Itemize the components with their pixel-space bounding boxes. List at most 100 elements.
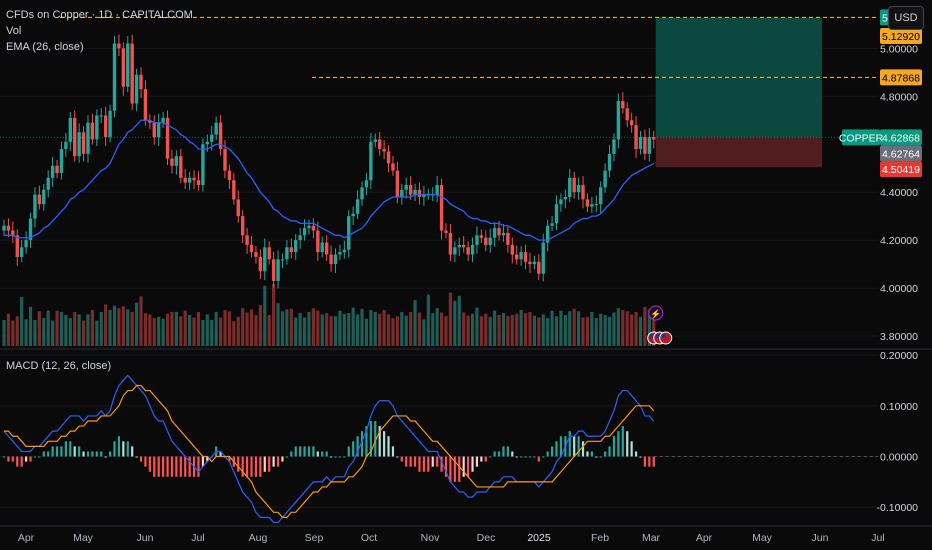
- volume-bar: [612, 312, 616, 346]
- candle-body: [205, 141, 210, 145]
- macd-legend[interactable]: MACD (12, 26, close): [6, 360, 112, 372]
- lightning-glyph: ⚡: [650, 308, 661, 320]
- volume-bar: [73, 311, 77, 346]
- currency-button[interactable]: USD: [888, 6, 924, 30]
- volume-bar: [616, 308, 620, 346]
- volume-bar: [444, 316, 448, 346]
- macd-histogram-bar: [436, 456, 439, 467]
- macd-histogram-bar: [86, 451, 90, 457]
- volume-bar: [568, 311, 572, 346]
- candle-body: [572, 177, 576, 193]
- macd-histogram-bar: [276, 456, 280, 467]
- candle-body: [417, 189, 422, 197]
- candle-body: [404, 184, 408, 190]
- macd-histogram-bar: [184, 456, 187, 477]
- macd-histogram-bar: [559, 436, 563, 457]
- macd-histogram-bar: [64, 441, 67, 457]
- candle-body: [196, 180, 201, 185]
- candle-body: [139, 74, 143, 90]
- prior-high-tag: 4.87868: [882, 72, 920, 84]
- macd-histogram-bar: [374, 421, 377, 457]
- volume-bar: [554, 316, 559, 346]
- macd-histogram-bar: [290, 451, 293, 457]
- candle-body: [73, 117, 77, 157]
- candle-body: [2, 225, 6, 231]
- macd-histogram-bar: [626, 431, 629, 457]
- candle-body: [280, 259, 285, 261]
- macd-histogram-bar: [462, 456, 465, 477]
- macd-histogram-bar: [16, 456, 19, 467]
- candle-body: [652, 137, 656, 140]
- macd-histogram-bar: [272, 456, 275, 467]
- macd-histogram-bar: [506, 446, 509, 457]
- volume-bar: [532, 315, 536, 346]
- candle-body: [475, 235, 479, 245]
- candle-body: [634, 125, 638, 150]
- candle-body: [355, 199, 360, 214]
- volume-bar: [479, 316, 483, 346]
- time-tick-label: Jul: [871, 532, 884, 544]
- volume-bar: [280, 311, 285, 346]
- volume-bar: [161, 318, 165, 346]
- macd-histogram-bar: [431, 456, 434, 467]
- price-tick-label: 4.40000: [880, 187, 918, 199]
- volume-bar: [272, 284, 276, 346]
- volume-bar: [523, 313, 528, 346]
- macd-histogram-bar: [634, 451, 638, 457]
- volume-bar: [117, 308, 121, 346]
- volume-bar: [59, 311, 64, 346]
- candle-body: [42, 189, 46, 205]
- macd-histogram-bar: [188, 456, 191, 477]
- volume-bar: [572, 308, 576, 346]
- volume-bar: [11, 320, 15, 346]
- loss-zone: [655, 137, 822, 168]
- volume-bar: [241, 308, 245, 346]
- volume-bar: [95, 320, 99, 346]
- current-price-tag-bg: [880, 145, 922, 162]
- ema-legend[interactable]: EMA (26, close): [6, 41, 84, 53]
- price-tick-label: 4.00000: [880, 283, 918, 295]
- macd-histogram-bar: [484, 456, 487, 462]
- macd-histogram-bar: [312, 446, 315, 457]
- macd-histogram-bar: [166, 456, 169, 477]
- volume-legend[interactable]: Vol: [6, 25, 22, 37]
- candle-body: [581, 184, 585, 200]
- candle-body: [223, 149, 227, 171]
- volume-bar: [157, 316, 161, 346]
- candle-body: [550, 223, 554, 226]
- time-tick-label: Aug: [249, 532, 268, 544]
- volume-bar: [413, 300, 417, 346]
- volume-bar: [528, 311, 532, 346]
- volume-bar: [179, 316, 183, 346]
- volume-bar: [630, 314, 634, 346]
- volume-bar: [634, 311, 638, 346]
- symbol-title[interactable]: CFDs on Copper · 1D · CAPITALCOM: [6, 9, 193, 21]
- macd-histogram-bar: [197, 456, 200, 477]
- macd-histogram-bar: [299, 446, 302, 457]
- volume-bar: [395, 316, 399, 346]
- candle-body: [174, 156, 179, 166]
- candle-body: [134, 74, 139, 104]
- macd-histogram-bar: [356, 436, 359, 457]
- candle-body: [143, 89, 148, 121]
- candle-body: [324, 242, 329, 255]
- candle-body: [329, 254, 333, 265]
- candle-body: [249, 244, 254, 253]
- candle-body: [501, 232, 506, 236]
- macd-histogram-bar: [144, 456, 147, 467]
- candle-body: [236, 199, 240, 217]
- candle-body: [488, 237, 492, 245]
- macd-histogram-bar: [91, 451, 94, 457]
- candle-body: [457, 244, 461, 248]
- volume-bar: [585, 316, 590, 346]
- volume-bar: [360, 308, 364, 346]
- volume-bar: [488, 316, 492, 346]
- macd-histogram-bar: [608, 446, 611, 457]
- macd-histogram-bar: [352, 441, 355, 457]
- candle-body: [15, 235, 19, 257]
- macd-histogram-bar: [612, 436, 616, 457]
- candle-body: [563, 196, 568, 200]
- macd-histogram-bar: [378, 426, 381, 457]
